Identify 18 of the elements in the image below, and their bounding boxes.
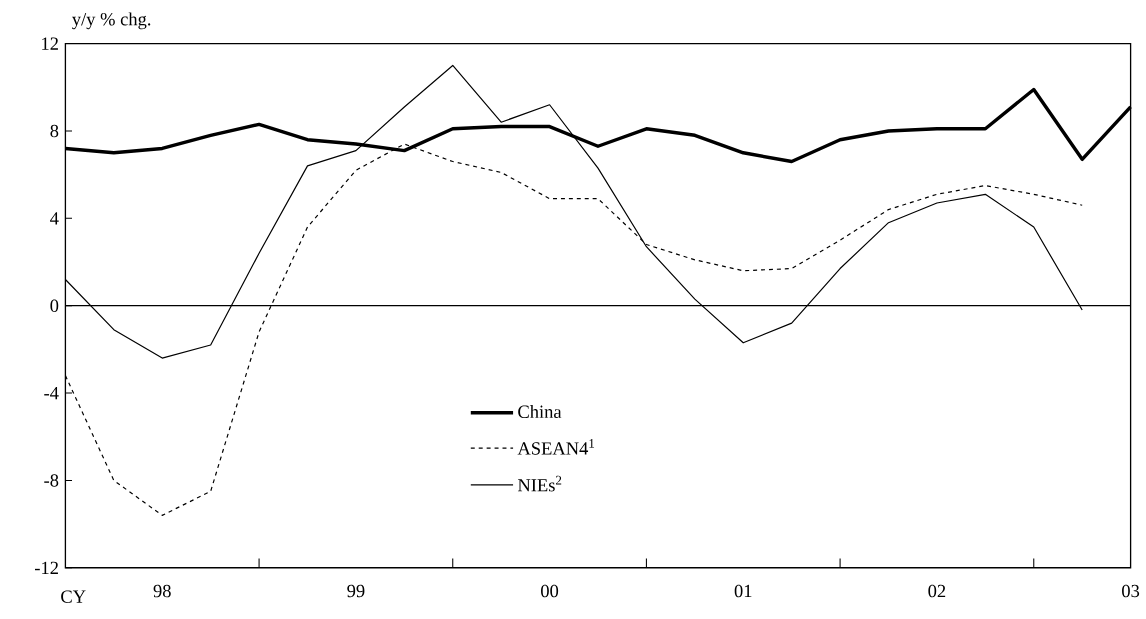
y-tick-label: 12 (42, 37, 58, 50)
x-tick-label: 03 (1122, 584, 1140, 598)
text: CY (61, 590, 86, 603)
x-tick-label: 02 (928, 584, 946, 598)
legend-label: China (518, 404, 562, 418)
x-tick-label: 01 (734, 584, 752, 598)
y-tick-label: -12 (35, 561, 58, 574)
y-tick-label: -4 (44, 386, 59, 399)
y-tick-label: 4 (50, 212, 59, 225)
x-tick-label: 99 (347, 584, 365, 598)
y-tick-label: 8 (50, 124, 59, 138)
x-tick-label: 98 (153, 584, 171, 598)
legend-label: NIEs$^{2}$ (517, 475, 562, 492)
y-axis-title: y/y % chg. (72, 12, 151, 30)
x-tick-label: 00 (541, 584, 559, 598)
y-tick-label: 0 (50, 299, 59, 312)
y-tick-label: -8 (44, 474, 59, 487)
legend-label: ASEAN4$^{1}$ (517, 438, 595, 455)
